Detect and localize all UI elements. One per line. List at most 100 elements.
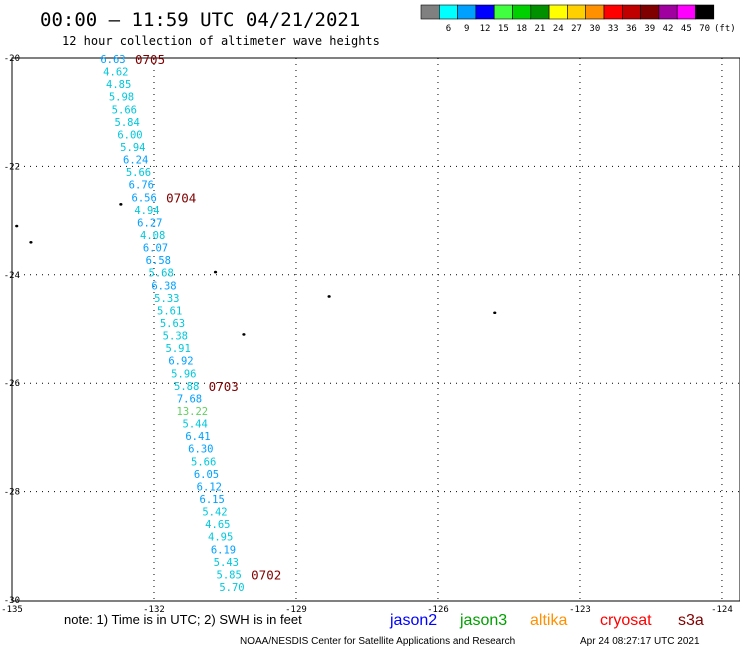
legend-swatch bbox=[621, 4, 641, 20]
wave-height-label: 6.38 bbox=[151, 280, 176, 292]
wave-height-label: 6.05 bbox=[194, 469, 219, 481]
wave-height-label: 5.91 bbox=[166, 343, 191, 355]
track-time-label: 0705 bbox=[135, 52, 165, 67]
wave-height-label: 5.66 bbox=[112, 104, 137, 116]
lat-tick-label: -22 bbox=[4, 162, 20, 172]
island-marker bbox=[119, 203, 123, 206]
lon-tick-label: -126 bbox=[427, 605, 449, 615]
wave-height-label: 5.66 bbox=[126, 167, 151, 179]
island-marker bbox=[213, 270, 218, 274]
axis-tick-labels: -20 -22 -24 -26 -28 -30-135 -132 -129 -126 -123 -1… bbox=[1, 54, 733, 615]
wave-height-label: 6.24 bbox=[123, 155, 148, 167]
lon-tick-label: -129 bbox=[285, 605, 307, 615]
legend-swatch bbox=[475, 4, 495, 20]
wave-height-label: 6.56 bbox=[132, 192, 157, 204]
legend-bin-label: 18 bbox=[516, 24, 527, 34]
lon-tick-label: -124 bbox=[711, 605, 733, 615]
wave-height-label: 6.30 bbox=[188, 444, 213, 456]
legend-bin-label: 9 bbox=[464, 24, 469, 34]
legend-unit-label: (ft) bbox=[714, 24, 736, 34]
legend-bin-label: 33 bbox=[608, 24, 619, 34]
legend-swatch bbox=[567, 4, 587, 20]
lon-tick-label: -132 bbox=[143, 605, 165, 615]
wave-height-label: 5.96 bbox=[171, 368, 196, 380]
wave-height-label: 5.61 bbox=[157, 305, 182, 317]
legend-bin-label: 12 bbox=[480, 24, 491, 34]
lon-tick-label: -135 bbox=[1, 605, 23, 615]
lat-tick-label: -30 bbox=[4, 596, 20, 606]
islands-layer bbox=[15, 203, 497, 336]
footer-timestamp: Apr 24 08:27:17 UTC 2021 bbox=[580, 636, 700, 647]
wave-height-label: 6.27 bbox=[137, 217, 162, 229]
legend-bin-label: 36 bbox=[626, 24, 637, 34]
legend-swatch bbox=[420, 4, 440, 20]
wave-height-label: 5.42 bbox=[202, 507, 227, 519]
footer-note: note: 1) Time is in UTC; 2) SWH is in fe… bbox=[64, 612, 302, 627]
legend-bin-label: 21 bbox=[535, 24, 546, 34]
wave-height-label: 5.94 bbox=[120, 142, 145, 154]
wave-height-label: 13.22 bbox=[177, 406, 209, 418]
legend-bin-label: 6 bbox=[446, 24, 451, 34]
wave-height-label: 5.38 bbox=[163, 331, 188, 343]
satellite-legend-jason3: jason3 bbox=[459, 612, 507, 629]
legend-swatch bbox=[640, 4, 660, 20]
wave-height-label: 4.94 bbox=[134, 205, 159, 217]
wave-height-label: 6.15 bbox=[200, 494, 225, 506]
wave-height-label: 5.70 bbox=[219, 582, 244, 594]
legend-swatch bbox=[512, 4, 532, 20]
track-time-label: 0704 bbox=[166, 190, 196, 205]
wave-height-label: 4.08 bbox=[140, 230, 165, 242]
island-marker bbox=[242, 333, 246, 336]
legend-swatch bbox=[676, 4, 696, 20]
wave-height-label: 4.85 bbox=[106, 79, 131, 91]
legend-swatch bbox=[548, 4, 568, 20]
satellite-legend-cryosat: cryosat bbox=[600, 612, 652, 629]
wave-height-label: 5.43 bbox=[214, 557, 239, 569]
wave-height-label: 5.66 bbox=[191, 456, 216, 468]
legend-swatch bbox=[457, 4, 477, 20]
track-time-label: 0702 bbox=[251, 567, 281, 582]
legend-swatch bbox=[438, 4, 458, 20]
track-time-label: 0703 bbox=[209, 379, 239, 394]
wave-height-label: 4.62 bbox=[103, 67, 128, 79]
lat-tick-label: -20 bbox=[4, 54, 20, 64]
lon-tick-label: -123 bbox=[569, 605, 591, 615]
legend-bin-label: 45 bbox=[681, 24, 692, 34]
legend-bin-label: 15 bbox=[498, 24, 509, 34]
legend-bin-label: 27 bbox=[571, 24, 582, 34]
legend-swatch bbox=[603, 4, 623, 20]
island-marker bbox=[15, 224, 19, 228]
map-frame bbox=[11, 57, 740, 602]
legend-swatch bbox=[695, 4, 715, 20]
wave-height-label: 5.33 bbox=[154, 293, 179, 305]
satellite-legend-s3a: s3a bbox=[678, 612, 704, 629]
legend-swatch bbox=[493, 4, 513, 20]
wave-height-label: 6.41 bbox=[185, 431, 210, 443]
wave-height-label: 4.95 bbox=[208, 532, 233, 544]
wave-height-label: 5.88 bbox=[174, 381, 199, 393]
wave-height-label: 7.68 bbox=[177, 393, 202, 405]
wave-height-label: 5.63 bbox=[160, 318, 185, 330]
wave-height-label: 4.65 bbox=[205, 519, 230, 531]
wave-height-label: 5.84 bbox=[115, 117, 140, 129]
wave-height-label: 6.76 bbox=[129, 180, 154, 192]
wave-height-label: 6.00 bbox=[117, 129, 142, 141]
satellite-legend-altika: altika bbox=[530, 612, 567, 629]
lat-tick-label: -28 bbox=[4, 488, 20, 498]
color-scale-legend: 6 9 12 15 18 21 24 27 30 33 36 39 42 45 70 bbox=[420, 4, 715, 34]
legend-bin-label: 70 bbox=[699, 24, 710, 34]
page-subtitle: 12 hour collection of altimeter wave hei… bbox=[62, 34, 380, 48]
island-marker bbox=[493, 311, 497, 315]
legend-bin-label: 39 bbox=[644, 24, 655, 34]
legend-bin-label: 24 bbox=[553, 24, 564, 34]
wave-height-label: 5.85 bbox=[217, 569, 242, 581]
map-grid bbox=[12, 58, 740, 601]
legend-swatch bbox=[585, 4, 605, 20]
wave-height-label: 6.92 bbox=[168, 356, 193, 368]
island-marker bbox=[29, 240, 33, 244]
island-marker bbox=[327, 295, 331, 298]
page-title: 00:00 – 11:59 UTC 04/21/2021 bbox=[40, 9, 360, 31]
wave-height-label: 6.19 bbox=[211, 544, 236, 556]
wave-height-label: 5.68 bbox=[149, 268, 174, 280]
